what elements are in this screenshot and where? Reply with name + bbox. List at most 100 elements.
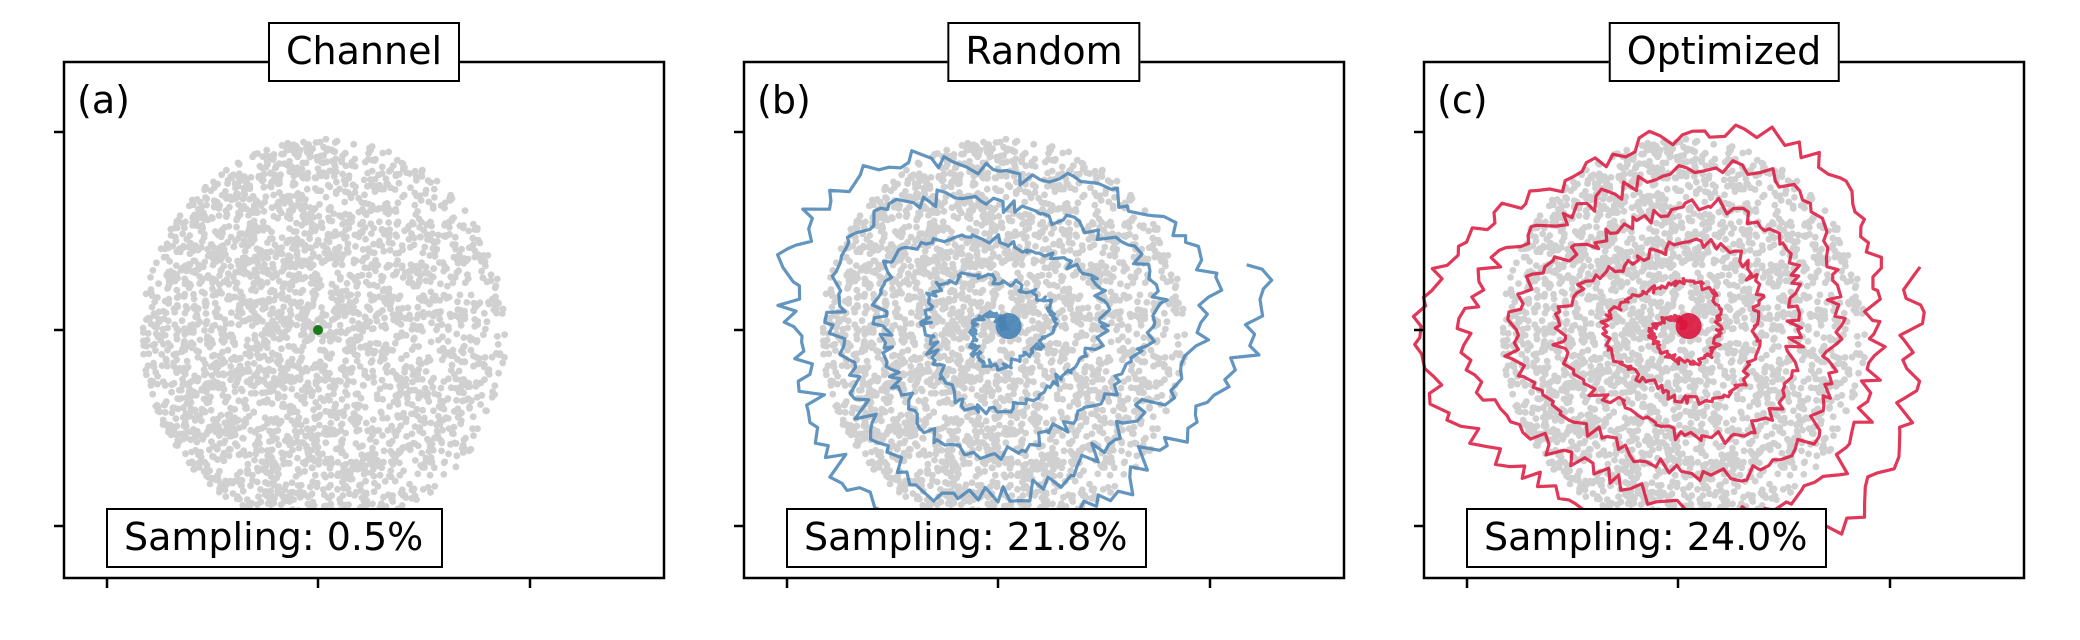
background-point: [346, 490, 353, 498]
background-point: [877, 228, 885, 235]
background-point: [898, 266, 905, 274]
background-point: [349, 317, 356, 325]
background-point: [201, 458, 209, 466]
background-point: [196, 459, 204, 466]
background-point: [449, 346, 457, 354]
background-point: [159, 421, 167, 428]
background-point: [418, 173, 426, 180]
background-point: [354, 352, 361, 359]
background-point: [453, 396, 460, 404]
background-point: [300, 321, 308, 329]
background-point: [1076, 471, 1084, 479]
background-point: [369, 500, 376, 508]
background-point: [273, 351, 280, 359]
background-point: [222, 320, 230, 328]
background-point: [249, 471, 256, 479]
background-point: [430, 374, 437, 382]
background-point: [385, 219, 392, 227]
background-point: [260, 466, 267, 474]
background-point: [373, 206, 381, 213]
background-point: [267, 473, 275, 480]
background-point: [386, 403, 393, 410]
background-point: [208, 352, 216, 360]
background-point: [408, 430, 416, 438]
background-point: [239, 260, 247, 267]
background-point: [364, 374, 372, 382]
background-point: [172, 415, 180, 422]
background-point: [210, 178, 217, 186]
background-point: [312, 241, 320, 249]
background-point: [337, 307, 344, 315]
background-point: [322, 193, 330, 201]
background-point: [269, 463, 277, 470]
background-point: [435, 231, 442, 239]
background-point: [373, 283, 381, 290]
background-point: [194, 432, 201, 439]
background-point: [340, 251, 347, 258]
background-point: [418, 167, 426, 174]
background-point: [949, 305, 956, 313]
background-point: [195, 211, 203, 219]
background-point: [386, 383, 394, 391]
background-point: [422, 263, 430, 271]
background-point: [369, 416, 377, 423]
background-point: [363, 323, 371, 330]
background-point: [383, 362, 391, 369]
background-point: [427, 419, 435, 427]
background-point: [1032, 243, 1039, 250]
background-point: [241, 173, 248, 180]
background-point: [1082, 363, 1090, 370]
background-point: [481, 361, 488, 369]
background-point: [249, 477, 256, 484]
background-point: [434, 431, 442, 439]
background-point: [178, 317, 186, 325]
background-point: [1094, 470, 1102, 478]
background-point: [187, 428, 195, 436]
background-point: [1029, 317, 1036, 325]
background-point: [304, 425, 311, 433]
background-point: [317, 376, 325, 383]
background-point: [158, 362, 166, 369]
background-point: [328, 459, 336, 467]
background-point: [301, 230, 308, 237]
background-point: [449, 279, 457, 287]
background-point: [334, 471, 342, 478]
background-point: [913, 223, 920, 231]
background-point: [444, 337, 452, 345]
background-point: [436, 296, 444, 304]
background-point: [315, 253, 323, 261]
background-point: [234, 180, 242, 188]
background-point: [375, 427, 383, 434]
background-point: [386, 440, 394, 448]
background-point: [920, 447, 928, 454]
background-point: [1066, 246, 1074, 254]
background-point: [370, 488, 378, 496]
background-point: [294, 153, 301, 161]
background-point: [380, 247, 388, 255]
background-point: [1051, 188, 1059, 195]
background-point: [260, 183, 268, 191]
background-point: [176, 292, 183, 300]
background-point: [429, 205, 437, 212]
background-point: [392, 271, 399, 278]
background-point: [293, 235, 301, 242]
background-point: [215, 352, 223, 360]
background-point: [458, 245, 465, 253]
background-point: [415, 343, 423, 350]
background-point: [403, 433, 410, 440]
background-point: [269, 235, 276, 243]
background-point: [360, 382, 367, 389]
background-point: [219, 381, 226, 388]
background-point: [362, 468, 370, 476]
background-point: [299, 275, 307, 283]
background-point: [294, 190, 302, 197]
background-point: [258, 376, 266, 384]
background-point: [1021, 312, 1029, 320]
background-point: [243, 342, 251, 350]
background-point: [281, 486, 289, 493]
background-point: [386, 226, 393, 234]
background-point: [266, 427, 273, 435]
background-point: [427, 454, 435, 462]
background-point: [322, 311, 330, 319]
background-point: [350, 378, 357, 386]
